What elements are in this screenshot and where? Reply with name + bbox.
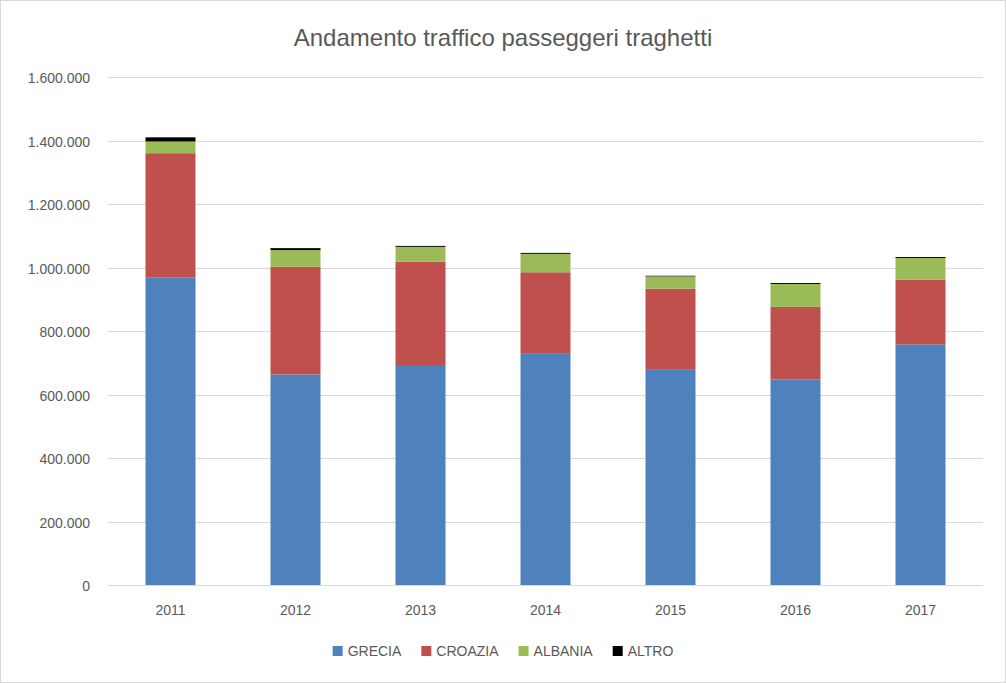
- bar-segment: [646, 275, 696, 277]
- bar-segment: [146, 141, 196, 153]
- legend-swatch: [421, 646, 431, 656]
- bar-segment: [271, 250, 321, 267]
- bar-segment: [896, 280, 946, 345]
- grid: [108, 78, 983, 586]
- bar-segment: [771, 380, 821, 585]
- legend-item: CROAZIA: [421, 643, 499, 659]
- bar-segment: [646, 369, 696, 585]
- bar-segment: [396, 247, 446, 262]
- y-tick-label: 1.400.000: [28, 134, 90, 150]
- bar-segment: [271, 248, 321, 250]
- legend-label: CROAZIA: [436, 643, 499, 659]
- bar-segment: [146, 153, 196, 277]
- bar-segment: [896, 344, 946, 585]
- bar-segment: [271, 267, 321, 375]
- legend-swatch: [333, 646, 343, 656]
- legend-item: GRECIA: [333, 643, 402, 659]
- y-tick-label: 400.000: [39, 451, 90, 467]
- bar-segment: [646, 276, 696, 288]
- grid-line: [108, 585, 983, 586]
- bars: [146, 137, 946, 585]
- title: Andamento traffico passeggeri traghetti: [294, 24, 712, 51]
- y-tick-label: 200.000: [39, 515, 90, 531]
- y-tick-label: 800.000: [39, 324, 90, 340]
- bar-segment: [146, 278, 196, 585]
- bar-segment: [521, 254, 571, 272]
- legend-label: ALTRO: [628, 643, 674, 659]
- grid-line: [108, 141, 983, 142]
- bar-segment: [646, 289, 696, 369]
- bar-segment: [771, 283, 821, 285]
- y-tick-label: 0: [82, 578, 90, 594]
- y-tick-label: 1.000.000: [28, 261, 90, 277]
- bar-segment: [146, 137, 196, 141]
- y-tick-label: 600.000: [39, 388, 90, 404]
- y-tick-label: 1.600.000: [28, 70, 90, 86]
- grid-line: [108, 204, 983, 205]
- x-tick-label: 2017: [905, 602, 936, 618]
- bar-segment: [396, 245, 446, 247]
- chart: Andamento traffico passeggeri traghetti 0…: [0, 0, 1006, 683]
- legend-item: ALTRO: [613, 643, 674, 659]
- x-tick-label: 2011: [155, 602, 185, 618]
- y-tick-label: 1.200.000: [28, 197, 90, 213]
- grid-line: [108, 77, 983, 78]
- x-axis: [108, 585, 983, 586]
- legend: GRECIA CROAZIA ALBANIA ALTRO: [333, 643, 674, 659]
- x-tick-label: 2013: [405, 602, 436, 618]
- x-tick-label: 2012: [280, 602, 311, 618]
- legend-item: ALBANIA: [519, 643, 594, 659]
- x-tick-label: 2016: [780, 602, 811, 618]
- x-tick-label: 2015: [655, 602, 686, 618]
- legend-swatch: [519, 646, 529, 656]
- x-tick-label: 2014: [530, 602, 561, 618]
- bar-segment: [521, 272, 571, 354]
- legend-label: GRECIA: [348, 643, 402, 659]
- legend-label: ALBANIA: [534, 643, 594, 659]
- bar-segment: [271, 374, 321, 585]
- bar-segment: [771, 284, 821, 307]
- legend-swatch: [613, 646, 623, 656]
- bar-segment: [771, 307, 821, 380]
- bar-segment: [396, 366, 446, 585]
- bar-segment: [521, 252, 571, 254]
- bar-segment: [396, 262, 446, 366]
- bar-segment: [521, 354, 571, 585]
- bar-segment: [896, 257, 946, 259]
- chart-border: [1, 1, 1006, 683]
- bar-segment: [896, 258, 946, 280]
